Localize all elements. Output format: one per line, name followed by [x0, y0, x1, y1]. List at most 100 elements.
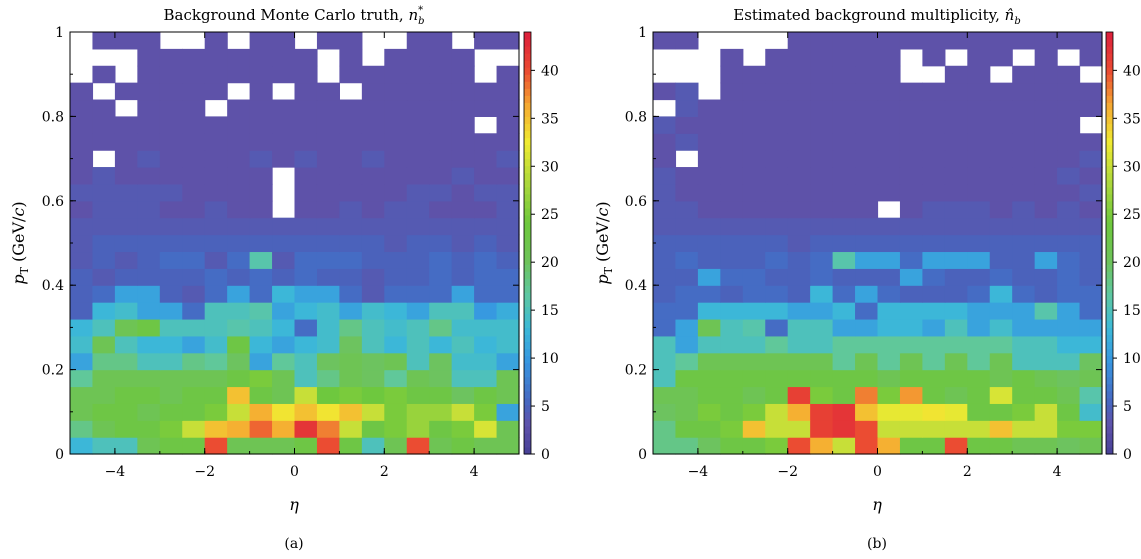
- colorbar-segment: [1106, 334, 1113, 343]
- heatmap-cell: [1057, 217, 1081, 236]
- heatmap-cell: [765, 65, 789, 84]
- y-tick-label: 0.4: [625, 278, 647, 294]
- heatmap-cell: [922, 32, 946, 50]
- heatmap-cell: [989, 268, 1013, 286]
- colorbar-segment: [524, 46, 531, 54]
- heatmap-cell: [204, 302, 228, 320]
- heatmap-cell: [384, 150, 408, 168]
- heatmap-cell: [1079, 251, 1103, 269]
- heatmap-cell: [182, 167, 206, 185]
- heatmap-cell: [316, 386, 340, 404]
- heatmap-cell: [451, 386, 475, 404]
- heatmap-cell: [70, 437, 94, 455]
- heatmap-cell: [653, 133, 677, 151]
- x-tick-label: 2: [380, 464, 389, 480]
- heatmap-cell: [899, 352, 923, 371]
- heatmap-cell: [429, 403, 453, 421]
- heatmap-cell: [249, 133, 273, 151]
- heatmap-cell: [877, 335, 901, 354]
- heatmap-cell: [720, 437, 744, 455]
- heatmap-cell: [137, 318, 161, 337]
- heatmap-cell: [1012, 200, 1036, 219]
- heatmap-cell: [697, 183, 721, 202]
- heatmap-cell: [855, 183, 879, 202]
- heatmap-cell: [1079, 403, 1103, 421]
- heatmap-cell: [316, 268, 340, 286]
- heatmap-cell: [765, 234, 789, 253]
- colorbar: 0 5 10 15 20 25 30 35 40: [523, 31, 559, 463]
- heatmap-cell: [742, 150, 766, 168]
- heatmap-cell: [787, 48, 811, 67]
- heatmap-cell: [967, 116, 991, 134]
- heatmap-cell: [114, 200, 138, 219]
- heatmap-cell: [653, 234, 677, 253]
- colorbar-segment: [524, 418, 531, 427]
- heatmap-cell: [832, 99, 856, 117]
- heatmap-cell: [1012, 150, 1036, 168]
- colorbar-segment: [1106, 46, 1113, 54]
- colorbar-segment: [524, 243, 531, 251]
- heatmap-cell: [496, 369, 520, 388]
- heatmap-cell: [989, 133, 1013, 151]
- heatmap-cell: [944, 420, 968, 438]
- heatmap-cell: [496, 116, 520, 134]
- heatmap-cell: [70, 268, 94, 286]
- heatmap-cell: [114, 285, 138, 303]
- colorbar-segment: [524, 362, 531, 371]
- heatmap-cell: [159, 369, 183, 388]
- heatmap-cell: [877, 150, 901, 168]
- heatmap-cell: [832, 48, 856, 67]
- colorbar-segment: [1106, 250, 1113, 258]
- heatmap-cell: [855, 318, 879, 337]
- heatmap-cell: [182, 48, 206, 67]
- heatmap-cell: [249, 183, 273, 202]
- heatmap-cell: [675, 99, 699, 117]
- heatmap-cell: [832, 183, 856, 202]
- heatmap-cell: [451, 133, 475, 151]
- heatmap-cell: [159, 234, 183, 253]
- heatmap-cell: [384, 82, 408, 101]
- heatmap-cell: [944, 183, 968, 202]
- heatmap-cell: [451, 420, 475, 438]
- heatmap-cell: [1079, 133, 1103, 151]
- heatmap-cell: [653, 369, 677, 388]
- heatmap-cell: [92, 268, 116, 286]
- heatmap-cell: [989, 116, 1013, 134]
- heatmap-cell: [474, 403, 498, 421]
- heatmap-cell: [316, 403, 340, 421]
- heatmap-cell: [1057, 251, 1081, 269]
- heatmap-cell: [272, 217, 296, 236]
- heatmap-cell: [832, 403, 856, 421]
- heatmap-cell: [653, 217, 677, 236]
- heatmap-cell: [384, 65, 408, 84]
- heatmap-cell: [114, 352, 138, 371]
- heatmap-cell: [294, 234, 318, 253]
- heatmap-cell: [451, 167, 475, 185]
- heatmap-cell: [316, 437, 340, 455]
- heatmap-cell: [697, 335, 721, 354]
- heatmap-cell: [1034, 48, 1058, 67]
- heatmap-cell: [787, 285, 811, 303]
- heatmap-cell: [675, 183, 699, 202]
- y-tick-label: 1: [55, 25, 64, 41]
- heatmap-cell: [944, 133, 968, 151]
- heatmap-cell: [810, 99, 834, 117]
- colorbar-segment: [1106, 369, 1113, 378]
- heatmap-cell: [1079, 437, 1103, 455]
- colorbar-segment: [1106, 243, 1113, 251]
- heatmap-cell: [474, 437, 498, 455]
- heatmap-cell: [742, 82, 766, 101]
- heatmap-cell: [114, 167, 138, 185]
- heatmap-cell: [182, 234, 206, 253]
- heatmap-cell: [989, 32, 1013, 50]
- heatmap-cell: [1079, 150, 1103, 168]
- heatmap-cell: [1079, 352, 1103, 371]
- heatmap-cell: [70, 318, 94, 337]
- heatmap-cell: [496, 268, 520, 286]
- heatmap-cell: [361, 82, 385, 101]
- y-tick-label: 0.4: [42, 278, 64, 294]
- heatmap-cell: [429, 167, 453, 185]
- colorbar-segment: [524, 348, 531, 357]
- heatmap-cell: [496, 217, 520, 236]
- heatmap-cell: [406, 200, 430, 219]
